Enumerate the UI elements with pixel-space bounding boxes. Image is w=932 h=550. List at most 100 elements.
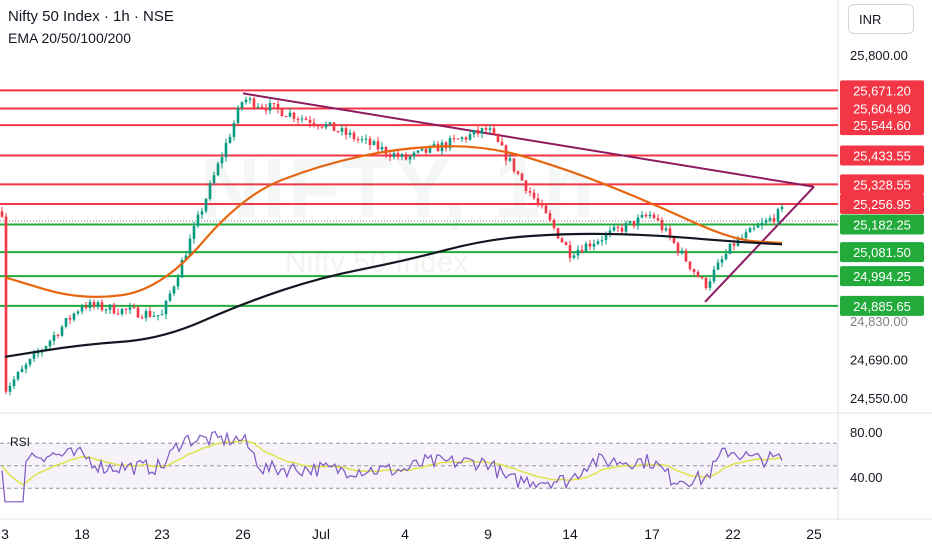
- candlestick[interactable]: [568, 240, 572, 263]
- candlestick[interactable]: [708, 278, 712, 291]
- candlestick[interactable]: [728, 243, 732, 255]
- candlestick[interactable]: [220, 152, 224, 169]
- candlestick[interactable]: [576, 245, 580, 260]
- candlestick[interactable]: [620, 223, 624, 235]
- candlestick[interactable]: [636, 214, 640, 230]
- candlestick[interactable]: [272, 102, 276, 108]
- candlestick[interactable]: [108, 304, 112, 314]
- candlestick[interactable]: [204, 197, 208, 214]
- candlestick[interactable]: [332, 122, 336, 132]
- candlestick[interactable]: [588, 239, 592, 251]
- candlestick[interactable]: [292, 111, 296, 123]
- candlestick[interactable]: [624, 220, 628, 236]
- candlestick[interactable]: [596, 239, 600, 246]
- candlestick[interactable]: [364, 134, 368, 145]
- candlestick[interactable]: [700, 275, 704, 280]
- candlestick[interactable]: [508, 153, 512, 162]
- candlestick[interactable]: [780, 204, 784, 213]
- candlestick[interactable]: [560, 236, 564, 244]
- candlestick[interactable]: [100, 299, 104, 312]
- candlestick[interactable]: [236, 105, 240, 124]
- ema-200-line[interactable]: [4, 232, 783, 358]
- candlestick[interactable]: [120, 308, 124, 317]
- candlestick[interactable]: [756, 222, 760, 229]
- candlestick[interactable]: [532, 189, 536, 201]
- candlestick[interactable]: [372, 139, 376, 146]
- candlestick[interactable]: [80, 303, 84, 315]
- candlestick[interactable]: [556, 227, 560, 239]
- candlestick[interactable]: [216, 161, 220, 177]
- candlestick[interactable]: [704, 276, 708, 291]
- candlestick[interactable]: [628, 220, 632, 225]
- candlestick[interactable]: [196, 210, 200, 229]
- candlestick[interactable]: [684, 248, 688, 263]
- candlestick[interactable]: [564, 241, 568, 246]
- candlestick[interactable]: [156, 315, 160, 321]
- candlestick[interactable]: [572, 251, 576, 260]
- candlestick[interactable]: [376, 136, 380, 153]
- candlestick[interactable]: [104, 307, 108, 314]
- candlestick[interactable]: [152, 311, 156, 318]
- candlestick[interactable]: [404, 152, 408, 161]
- candlestick[interactable]: [408, 155, 412, 165]
- candlestick[interactable]: [552, 218, 556, 231]
- candlestick[interactable]: [324, 121, 328, 130]
- candlestick[interactable]: [592, 239, 596, 251]
- candlestick[interactable]: [148, 306, 152, 318]
- candlestick[interactable]: [424, 148, 428, 157]
- candlestick[interactable]: [648, 210, 652, 219]
- candlestick[interactable]: [168, 290, 172, 303]
- candlestick[interactable]: [724, 249, 728, 261]
- candlestick[interactable]: [748, 226, 752, 233]
- candlestick[interactable]: [664, 225, 668, 232]
- candlestick[interactable]: [56, 333, 60, 339]
- candlestick[interactable]: [680, 247, 684, 256]
- candlestick[interactable]: [28, 358, 32, 368]
- candlestick[interactable]: [344, 123, 348, 140]
- candlestick[interactable]: [696, 269, 700, 278]
- candlestick[interactable]: [8, 382, 12, 396]
- candlestick[interactable]: [612, 223, 616, 232]
- candlestick[interactable]: [340, 124, 344, 136]
- rsi-line[interactable]: [1, 430, 783, 503]
- candlestick[interactable]: [480, 127, 484, 139]
- candlestick[interactable]: [516, 170, 520, 176]
- candlestick[interactable]: [660, 217, 664, 233]
- candlestick[interactable]: [240, 101, 244, 111]
- candlestick[interactable]: [300, 115, 304, 123]
- candlestick[interactable]: [720, 255, 724, 267]
- candlestick[interactable]: [188, 234, 192, 256]
- candlestick[interactable]: [92, 299, 96, 310]
- candlestick[interactable]: [24, 362, 28, 374]
- candlestick[interactable]: [644, 212, 648, 219]
- candlestick[interactable]: [448, 135, 452, 152]
- candlestick[interactable]: [632, 220, 636, 229]
- candlestick[interactable]: [288, 108, 292, 118]
- candlestick[interactable]: [212, 171, 216, 185]
- candlestick[interactable]: [192, 221, 196, 244]
- candlestick[interactable]: [464, 136, 468, 143]
- candlestick[interactable]: [416, 150, 420, 155]
- candlestick[interactable]: [776, 207, 780, 226]
- ema-20-line[interactable]: [4, 145, 783, 298]
- candlestick[interactable]: [616, 225, 620, 233]
- candlestick[interactable]: [536, 193, 540, 208]
- candlestick[interactable]: [352, 130, 356, 142]
- candlestick[interactable]: [84, 301, 88, 311]
- candlestick[interactable]: [68, 314, 72, 325]
- candlestick[interactable]: [132, 303, 136, 309]
- candlestick[interactable]: [20, 365, 24, 373]
- candlestick[interactable]: [264, 103, 268, 115]
- candlestick[interactable]: [144, 308, 148, 322]
- candlestick[interactable]: [248, 96, 252, 104]
- candlestick[interactable]: [316, 123, 320, 130]
- candlestick[interactable]: [548, 210, 552, 223]
- candlestick[interactable]: [400, 152, 404, 161]
- candlestick[interactable]: [600, 235, 604, 246]
- candlestick[interactable]: [476, 126, 480, 137]
- candlestick[interactable]: [524, 180, 528, 195]
- candlestick[interactable]: [176, 273, 180, 290]
- candlestick[interactable]: [172, 285, 176, 297]
- candlestick[interactable]: [308, 115, 312, 128]
- candlestick[interactable]: [76, 309, 80, 316]
